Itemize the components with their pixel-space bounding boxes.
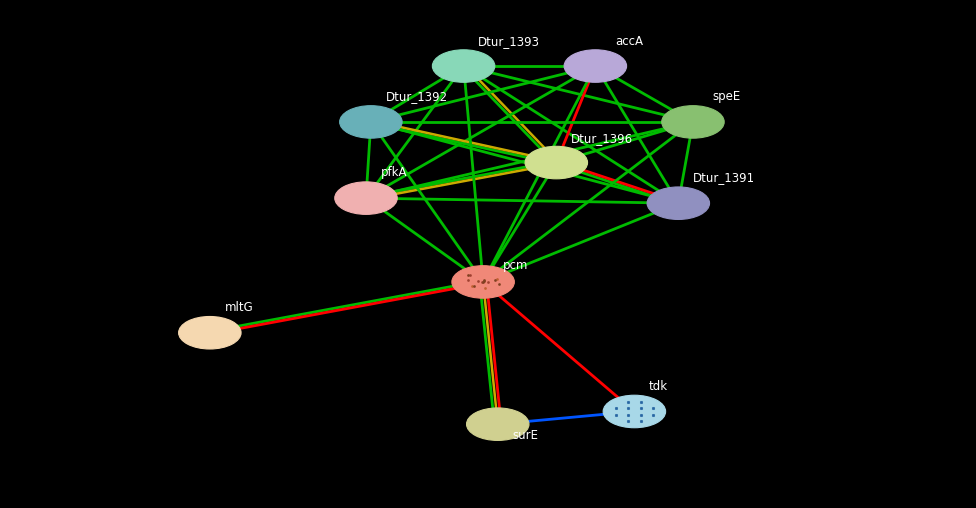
Circle shape xyxy=(525,146,588,179)
Text: surE: surE xyxy=(512,429,539,442)
Circle shape xyxy=(662,106,724,138)
Circle shape xyxy=(432,50,495,82)
Text: accA: accA xyxy=(615,35,643,48)
Text: pfkA: pfkA xyxy=(381,166,407,179)
Text: Dtur_1396: Dtur_1396 xyxy=(571,132,633,145)
Text: pcm: pcm xyxy=(503,259,528,272)
Text: mltG: mltG xyxy=(224,301,253,314)
Text: Dtur_1392: Dtur_1392 xyxy=(386,90,448,103)
Circle shape xyxy=(340,106,402,138)
Circle shape xyxy=(647,187,710,219)
Circle shape xyxy=(467,408,529,440)
Text: speE: speE xyxy=(712,90,741,103)
Circle shape xyxy=(452,266,514,298)
Circle shape xyxy=(179,316,241,349)
Text: Dtur_1391: Dtur_1391 xyxy=(693,171,755,184)
Text: tdk: tdk xyxy=(649,379,669,393)
Circle shape xyxy=(335,182,397,214)
Text: Dtur_1393: Dtur_1393 xyxy=(478,35,541,48)
Circle shape xyxy=(603,395,666,428)
Circle shape xyxy=(564,50,627,82)
